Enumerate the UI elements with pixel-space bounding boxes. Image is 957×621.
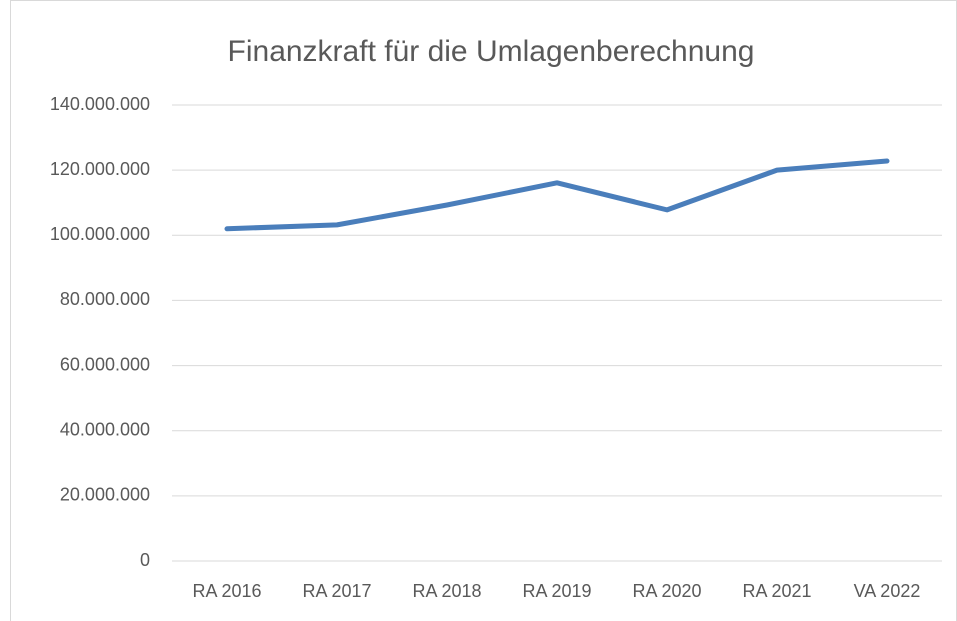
x-tick-label: RA 2020: [632, 581, 701, 601]
x-tick-label: RA 2021: [742, 581, 811, 601]
chart-title: Finanzkraft für die Umlagenberechnung: [228, 35, 755, 68]
chart-border: [10, 0, 957, 621]
y-tick-label: 0: [140, 550, 150, 570]
y-tick-label: 140.000.000: [50, 94, 150, 114]
x-tick-label: RA 2018: [412, 581, 481, 601]
y-tick-label: 40.000.000: [60, 419, 150, 439]
data-line: [224, 158, 890, 232]
x-tick-label: VA 2022: [854, 581, 921, 601]
x-tick-label: RA 2016: [192, 581, 261, 601]
x-tick-label: RA 2017: [302, 581, 371, 601]
y-tick-label: 120.000.000: [50, 159, 150, 179]
x-tick-label: RA 2019: [522, 581, 591, 601]
y-tick-label: 20.000.000: [60, 485, 150, 505]
y-tick-label: 80.000.000: [60, 289, 150, 309]
y-tick-label: 60.000.000: [60, 354, 150, 374]
y-tick-label: 100.000.000: [50, 224, 150, 244]
